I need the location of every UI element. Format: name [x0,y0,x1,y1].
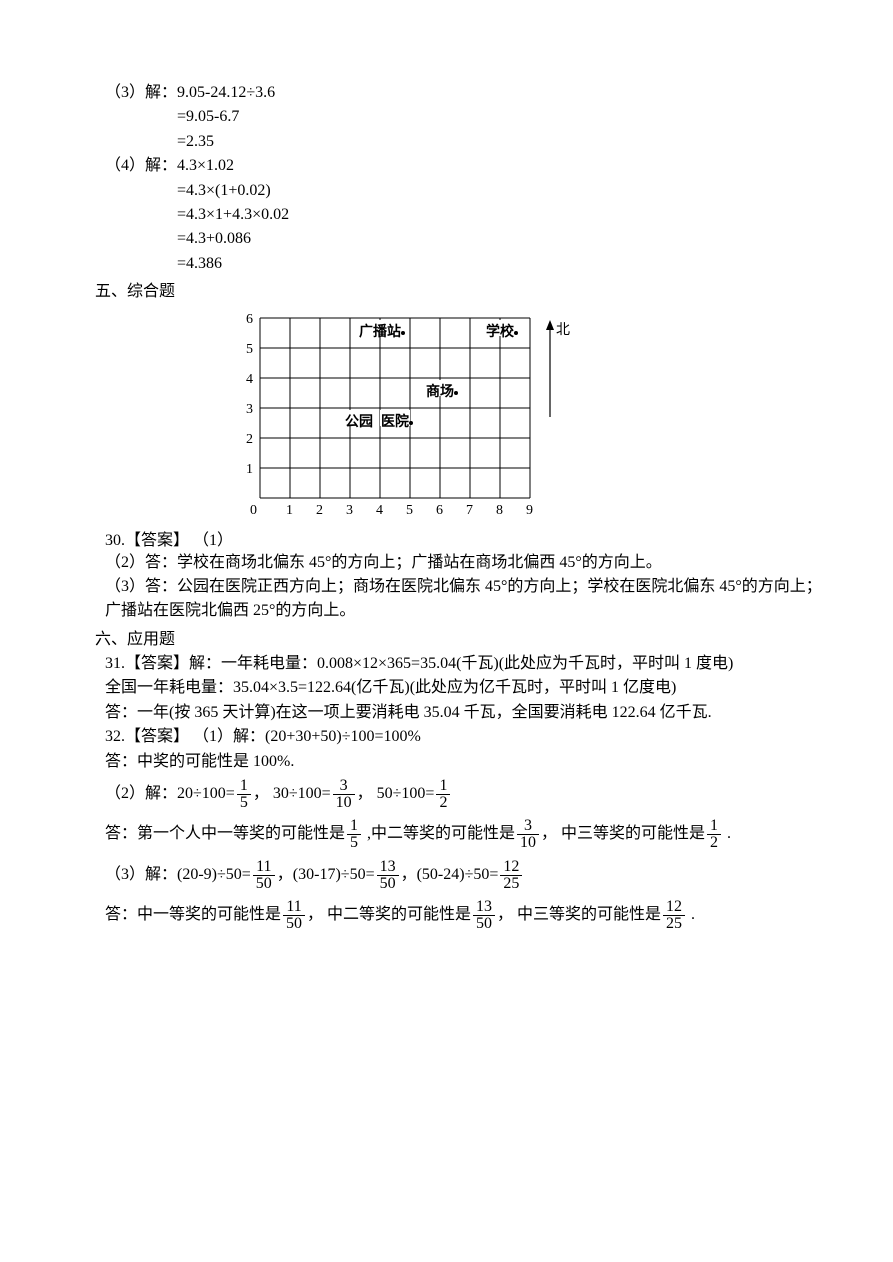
svg-text:公园: 公园 [345,414,373,430]
svg-text:北: 北 [556,322,570,338]
frac: 15 [347,818,361,851]
svg-text:6: 6 [246,312,253,327]
frac: 1150 [283,899,305,932]
frac-den: 5 [347,835,361,851]
q32-p3-ans: 答：中一等奖的可能性是1150， 中二等奖的可能性是1350， 中三等奖的可能性… [105,896,863,934]
q32-p3-mid1: ，(30-17)÷50= [277,866,375,883]
frac-den: 50 [283,916,305,932]
frac-den: 2 [707,835,721,851]
frac: 12 [707,818,721,851]
q32-p3ans-pre: 答：中一等奖的可能性是 [105,906,281,923]
section-5-title: 五、综合题 [95,281,863,303]
frac-num: 1 [707,818,721,835]
svg-text:4: 4 [376,503,383,518]
svg-text:5: 5 [246,342,253,357]
q4-line4: =4.3+0.086 [105,228,863,250]
q32-line2: 答：中奖的可能性是 100%. [105,751,863,773]
q32-p3-pre: （3）解：(20-9)÷50= [105,866,251,883]
svg-text:3: 3 [246,402,253,417]
svg-text:1: 1 [246,462,253,477]
q32-p2-ans: 答：第一个人中一等奖的可能性是15 ,中二等奖的可能性是310， 中三等奖的可能… [105,815,863,853]
svg-text:3: 3 [346,503,353,518]
svg-text:2: 2 [316,503,323,518]
svg-text:8: 8 [496,503,503,518]
frac-den: 25 [500,876,522,892]
svg-text:2: 2 [246,432,253,447]
q32-line1: 32.【答案】 （1）解：(20+30+50)÷100=100% [105,726,863,748]
q4-line2: =4.3×(1+0.02) [105,180,863,202]
q30-line3b: 广播站在医院北偏西 25°的方向上。 [105,600,863,622]
q32-p2ans-mid2: ， 中三等奖的可能性是 [541,825,705,842]
frac-den: 50 [377,876,399,892]
frac-num: 1 [237,778,251,795]
q3-line3: =2.35 [105,131,863,153]
svg-text:1: 1 [286,503,293,518]
frac: 1225 [500,859,522,892]
frac-num: 12 [663,899,685,916]
frac: 1225 [663,899,685,932]
page: （3）解：9.05-24.12÷3.6 =9.05-6.7 =2.35 （4）解… [0,0,893,977]
frac: 1350 [377,859,399,892]
svg-text:学校: 学校 [486,323,515,340]
q30-prefix: 30.【答案】 （1） [105,526,233,550]
q32-p3: （3）解：(20-9)÷50=1150，(30-17)÷50=1350，(50-… [105,856,863,894]
frac-num: 11 [253,859,275,876]
frac: 310 [517,818,539,851]
frac-den: 50 [473,916,495,932]
q31-line1: 31.【答案】解：一年耗电量：0.008×12×365=35.04(千瓦)(此处… [105,653,863,675]
svg-text:9: 9 [526,503,533,518]
q32-p2-mid1: ， 30÷100= [253,785,331,802]
frac-num: 11 [283,899,305,916]
coordinate-graph: 0 1 2 3 4 5 6 7 8 9 1 2 3 4 5 6 北 广播站 学校商场公园医院 [235,308,580,520]
svg-text:5: 5 [406,503,413,518]
svg-text:7: 7 [466,503,473,518]
svg-text:广播站: 广播站 [359,323,401,340]
svg-text:商场: 商场 [426,383,454,400]
frac-den: 10 [333,795,355,811]
q32-p2ans-post: . [723,825,731,842]
frac: 310 [333,778,355,811]
svg-text:医院: 医院 [381,413,409,430]
q32-p2ans-pre: 答：第一个人中一等奖的可能性是 [105,825,345,842]
frac-den: 2 [436,795,450,811]
frac-num: 12 [500,859,522,876]
frac-den: 5 [237,795,251,811]
q32-p3ans-mid2: ， 中三等奖的可能性是 [497,906,661,923]
q4-line1: （4）解：4.3×1.02 [105,155,863,177]
q3-line2: =9.05-6.7 [105,106,863,128]
q31-line3: 答：一年(按 365 天计算)在这一项上要消耗电 35.04 千瓦，全国要消耗电… [105,702,863,724]
graph-block: 0 1 2 3 4 5 6 7 8 9 1 2 3 4 5 6 北 广播站 学校商场公园医院 [235,308,863,520]
frac-den: 10 [517,835,539,851]
section-6-title: 六、应用题 [95,629,863,651]
q32-p2-mid2: ， 50÷100= [357,785,435,802]
svg-text:6: 6 [436,503,443,518]
frac-num: 3 [333,778,355,795]
frac: 1350 [473,899,495,932]
frac: 15 [237,778,251,811]
q32-p3ans-mid1: ， 中二等奖的可能性是 [307,906,471,923]
frac-den: 25 [663,916,685,932]
q31-line2: 全国一年耗电量：35.04×3.5=122.64(亿千瓦)(此处应为亿千瓦时，平… [105,677,863,699]
q32-p3-mid2: ，(50-24)÷50= [401,866,499,883]
q30-row: 30.【答案】 （1） [105,526,863,550]
svg-text:0: 0 [250,503,257,518]
q32-p2ans-mid1: ,中二等奖的可能性是 [363,825,515,842]
q30-line3: （3）答：公园在医院正西方向上；商场在医院北偏东 45°的方向上；学校在医院北偏… [105,576,863,598]
q32-p2: （2）解：20÷100=15， 30÷100=310， 50÷100=12 [105,775,863,813]
q4-line5: =4.386 [105,253,863,275]
frac: 12 [436,778,450,811]
frac-num: 1 [436,778,450,795]
frac-num: 1 [347,818,361,835]
q32-p3ans-post: . [687,906,695,923]
frac-den: 50 [253,876,275,892]
q32-p2-pre: （2）解：20÷100= [105,785,235,802]
q30-line2: （2）答：学校在商场北偏东 45°的方向上；广播站在商场北偏西 45°的方向上。 [105,552,863,574]
q4-line3: =4.3×1+4.3×0.02 [105,204,863,226]
frac-num: 3 [517,818,539,835]
frac: 1150 [253,859,275,892]
q3-line1: （3）解：9.05-24.12÷3.6 [105,82,863,104]
frac-num: 13 [377,859,399,876]
frac-num: 13 [473,899,495,916]
svg-text:4: 4 [246,372,253,387]
